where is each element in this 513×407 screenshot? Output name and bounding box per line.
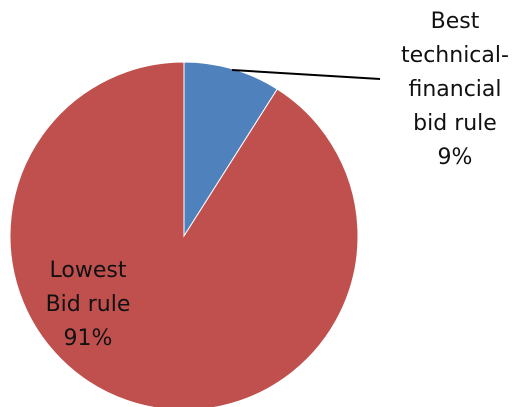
pie-slice-0 [183,61,278,238]
pie-slice-1 [9,61,359,407]
slice-label-1-line-1: Bid rule [46,292,131,317]
slice-label-1: Lowest Bid rule 91% [46,258,131,351]
slice-label-1-line-0: Lowest [50,258,127,283]
slice-label-0-line-0: Best [431,9,480,34]
slice-label-0-line-2: financial [408,77,501,102]
slice-label-0: Best technical-financial bid rule 9% [401,9,509,170]
slice-label-1-line-2: 91% [64,326,113,351]
slice-label-0-line-4: 9% [438,145,473,170]
leader-line-0 [231,69,381,80]
slice-label-0-line-1: technical- [401,43,509,68]
slice-label-0-line-3: bid rule [413,111,497,136]
